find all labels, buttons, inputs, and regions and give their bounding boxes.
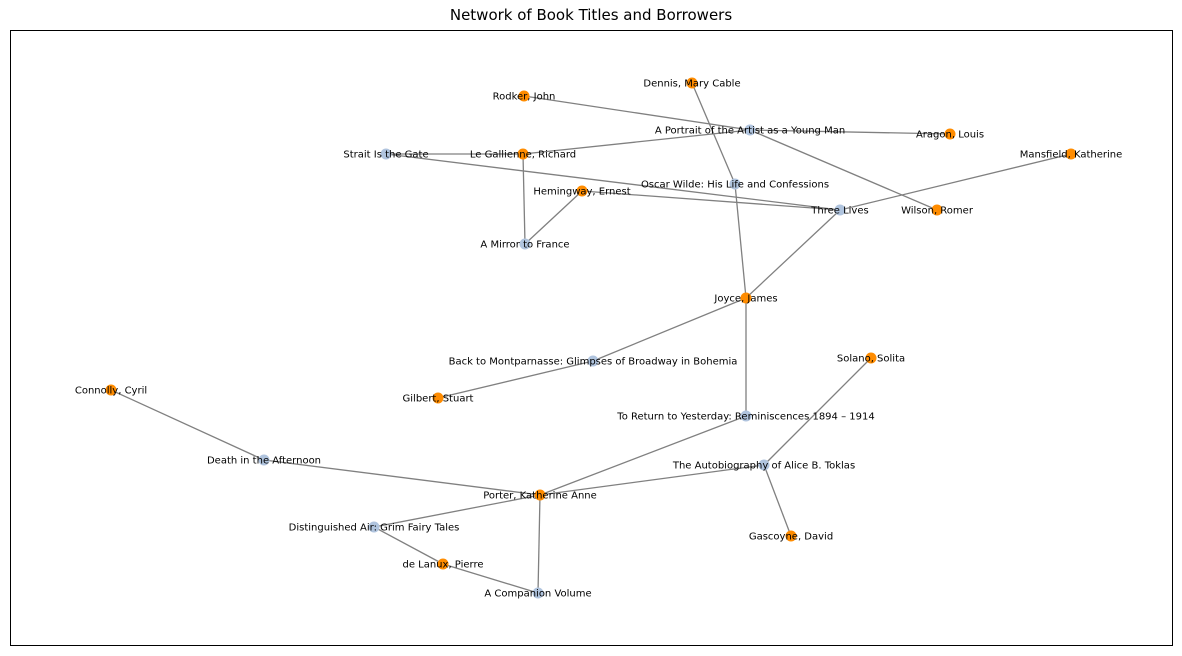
borrower-node-gascoyne	[785, 530, 797, 542]
edge-solano-toklas	[763, 357, 872, 466]
book-node-portrait	[744, 124, 756, 136]
node-label-afternoon: Death in the Afternoon	[207, 456, 321, 467]
edge-afternoon-porter	[263, 459, 541, 496]
borrower-node-aragon	[944, 128, 956, 140]
node-label-toklas: The Autobiography of Alice B. Toklas	[672, 461, 855, 472]
edge-legallienne-mirror	[522, 153, 526, 245]
chart-title: Network of Book Titles and Borrowers	[449, 6, 733, 24]
edge-connolly-afternoon	[110, 389, 265, 461]
edge-joyce-three_lives	[745, 209, 841, 299]
node-label-mansfield: Mansfield, Katherine	[1020, 150, 1123, 161]
edge-joyce-montparnasse	[592, 297, 747, 362]
borrower-node-joyce	[740, 292, 752, 304]
edge-hemingway-three_lives	[581, 190, 841, 211]
node-label-grim: Distinguished Air: Grim Fairy Tales	[289, 523, 460, 534]
nodes-layer	[105, 77, 1077, 599]
labels-layer: A Portrait of the Artist as a Young Man T…	[75, 79, 1122, 600]
borrower-node-solano	[865, 352, 877, 364]
borrower-node-gilbert	[432, 392, 444, 404]
plot-frame	[10, 30, 1173, 646]
edge-delanux-companion	[442, 563, 539, 594]
node-label-oscar: Oscar Wilde: His Life and Confessions	[641, 180, 829, 191]
book-node-montparnasse	[587, 355, 599, 367]
borrower-node-wilson	[931, 204, 943, 216]
edge-hemingway-mirror	[524, 190, 583, 245]
node-label-rodker: Rodker, John	[493, 92, 556, 103]
node-label-strait: Strait Is the Gate	[343, 150, 428, 161]
node-label-companion: A Companion Volume	[484, 589, 591, 600]
book-node-yesterday	[740, 410, 752, 422]
node-label-joyce: Joyce, James	[713, 294, 777, 305]
node-label-porter: Porter, Katherine Anne	[483, 491, 597, 502]
node-label-portrait: A Portrait of the Artist as a Young Man	[655, 126, 845, 137]
node-label-dennis: Dennis, Mary Cable	[643, 79, 740, 90]
node-label-gilbert: Gilbert, Stuart	[403, 394, 474, 405]
borrower-node-mansfield	[1065, 148, 1077, 160]
borrower-node-dennis	[686, 77, 698, 89]
edge-mansfield-three_lives	[839, 153, 1072, 211]
node-label-gascoyne: Gascoyne, David	[749, 532, 833, 543]
node-label-connolly: Connolly, Cyril	[75, 386, 147, 397]
edge-porter-companion	[537, 494, 541, 594]
book-node-grim	[368, 521, 380, 533]
edge-oscar-joyce	[734, 183, 747, 299]
node-label-legallienne: Le Gallienne, Richard	[470, 150, 576, 161]
edge-dennis-oscar	[691, 82, 736, 185]
book-node-oscar	[729, 178, 741, 190]
borrower-node-porter	[534, 489, 546, 501]
edge-toklas-gascoyne	[763, 464, 792, 537]
borrower-node-delanux	[437, 558, 449, 570]
book-node-toklas	[758, 459, 770, 471]
node-label-aragon: Aragon, Louis	[916, 130, 984, 141]
book-node-strait	[380, 148, 392, 160]
book-node-mirror	[519, 238, 531, 250]
edge-toklas-porter	[539, 464, 765, 496]
edges-layer	[110, 82, 1072, 594]
node-label-hemingway: Hemingway, Ernest	[533, 187, 630, 198]
edge-aragon-portrait	[749, 129, 951, 135]
node-label-montparnasse: Back to Montparnasse: Glimpses of Broadw…	[449, 357, 738, 368]
edge-rodker-portrait	[523, 95, 751, 131]
node-label-wilson: Wilson, Romer	[901, 206, 974, 217]
node-label-mirror: A Mirror to France	[480, 240, 569, 251]
edge-grim-delanux	[373, 526, 444, 565]
node-label-solano: Solano, Solita	[837, 354, 905, 365]
edge-grim-porter	[373, 494, 541, 528]
edge-wilson-portrait	[749, 129, 938, 211]
node-label-three_lives: Three Lives	[810, 206, 868, 217]
edge-legallienne-portrait	[522, 129, 751, 155]
book-node-companion	[532, 587, 544, 599]
edge-strait-three_lives	[385, 153, 841, 211]
borrower-node-legallienne	[517, 148, 529, 160]
edge-montparnasse-gilbert	[437, 360, 594, 399]
borrower-node-hemingway	[576, 185, 588, 197]
book-node-afternoon	[258, 454, 270, 466]
node-label-yesterday: To Return to Yesterday: Reminiscences 18…	[616, 412, 874, 423]
node-label-delanux: de Lanux, Pierre	[402, 560, 483, 571]
edge-yesterday-porter	[539, 415, 747, 496]
borrower-node-connolly	[105, 384, 117, 396]
book-node-three_lives	[834, 204, 846, 216]
borrower-node-rodker	[518, 90, 530, 102]
